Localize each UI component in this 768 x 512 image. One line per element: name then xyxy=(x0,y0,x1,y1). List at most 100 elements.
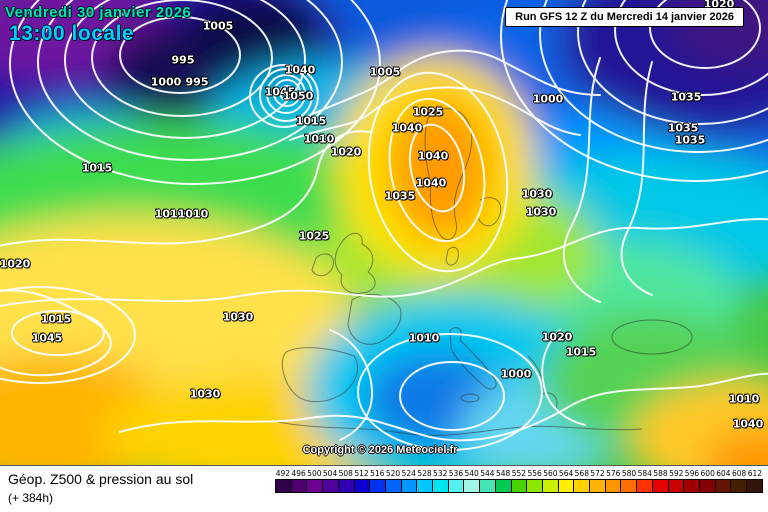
pressure-label: 1040 xyxy=(415,176,447,190)
pressure-label: 1025 xyxy=(412,105,444,119)
scale-value: 596 xyxy=(684,469,700,478)
scale-color-cell xyxy=(480,480,496,492)
scale-value: 584 xyxy=(637,469,652,478)
pressure-label: 1050 xyxy=(282,89,314,103)
pressure-label: 1040 xyxy=(391,121,423,135)
pressure-label-layer: 1005 995 1000 995 1040 1045 1050 1005 1015 1010 10… xyxy=(0,0,764,431)
scale-color-cell xyxy=(511,480,528,492)
map-title: Géop. Z500 & pression au sol xyxy=(8,471,194,487)
scale-value: 580 xyxy=(621,469,637,478)
pressure-label: 1010 xyxy=(154,207,186,221)
scale-value: 500 xyxy=(307,469,322,478)
scale-color-cell xyxy=(354,480,371,492)
pressure-label: 1045 xyxy=(31,331,63,345)
scale-color-cell xyxy=(307,480,324,492)
scale-value: 592 xyxy=(669,469,684,478)
scale-color-cell xyxy=(417,480,434,492)
scale-value: 524 xyxy=(401,469,416,478)
pressure-label: 1040 xyxy=(284,63,316,77)
color-scale: 492 496 500 504 508 512 516 520 524 528 532 536 540 5… xyxy=(275,469,763,493)
pressure-label: 1015 xyxy=(565,345,597,359)
pressure-label: 1040 xyxy=(732,417,764,431)
scale-value: 492 xyxy=(275,469,291,478)
scale-color-cell xyxy=(699,480,716,492)
pressure-label: 1030 xyxy=(189,387,221,401)
pressure-label: 1030 xyxy=(525,205,557,219)
scale-color-cell xyxy=(747,480,762,492)
scale-color-cell xyxy=(291,480,308,492)
pressure-label: 1035 xyxy=(667,121,699,135)
pressure-label: 1040 xyxy=(417,149,449,163)
scale-value: 504 xyxy=(322,469,338,478)
scale-value: 556 xyxy=(527,469,542,478)
scale-value: 496 xyxy=(291,469,306,478)
scale-color-cell xyxy=(464,480,481,492)
pressure-label: 995 xyxy=(171,53,195,67)
scale-value: 576 xyxy=(606,469,621,478)
scale-color-cell xyxy=(527,480,543,492)
scale-color-cell xyxy=(542,480,559,492)
pressure-label: 1000 xyxy=(150,75,182,89)
pressure-label: 1015 xyxy=(40,312,72,326)
scale-colors xyxy=(275,479,763,493)
pressure-label: 1010 xyxy=(303,132,335,146)
scale-color-cell xyxy=(731,480,748,492)
pressure-label: 1000 xyxy=(500,367,532,381)
pressure-label: 1020 xyxy=(541,330,573,344)
pressure-label: 1015 xyxy=(81,161,113,175)
scale-color-cell xyxy=(323,480,339,492)
run-info-box: Run GFS 12 Z du Mercredi 14 janvier 2026 xyxy=(505,7,744,27)
scale-value: 564 xyxy=(558,469,574,478)
scale-color-cell xyxy=(574,480,591,492)
scale-color-cell xyxy=(637,480,653,492)
pressure-label: 1005 xyxy=(202,19,234,33)
isobars xyxy=(0,0,768,451)
pressure-label: 1045 xyxy=(264,85,296,99)
scale-value: 520 xyxy=(385,469,401,478)
coastlines xyxy=(277,108,693,436)
pressure-label: 1010 xyxy=(177,207,209,221)
scale-color-cell xyxy=(370,480,386,492)
scale-value: 568 xyxy=(574,469,589,478)
scale-value: 512 xyxy=(354,469,369,478)
scale-color-cell xyxy=(652,480,669,492)
pressure-label: 1005 xyxy=(369,65,401,79)
scale-value: 540 xyxy=(464,469,479,478)
scale-color-cell xyxy=(684,480,700,492)
time-text: 13:00 locale xyxy=(9,22,135,45)
scale-value: 532 xyxy=(433,469,448,478)
scale-values: 492 496 500 504 508 512 516 520 524 528 532 536 540 5… xyxy=(275,469,763,479)
scale-color-cell xyxy=(605,480,622,492)
scale-value: 552 xyxy=(511,469,527,478)
scale-value: 508 xyxy=(338,469,353,478)
scale-value: 612 xyxy=(747,469,763,478)
scale-color-cell xyxy=(621,480,638,492)
weather-map: 1005 995 1000 995 1040 1045 1050 1005 1015 1010 10… xyxy=(0,0,768,465)
scale-color-cell xyxy=(715,480,732,492)
scale-value: 560 xyxy=(543,469,558,478)
scale-value: 544 xyxy=(480,469,495,478)
scale-color-cell xyxy=(338,480,355,492)
pressure-label: 1035 xyxy=(670,90,702,104)
weather-field-svg xyxy=(0,0,768,465)
scale-color-cell xyxy=(448,480,465,492)
scale-color-cell xyxy=(433,480,449,492)
scale-value: 548 xyxy=(495,469,511,478)
pressure-label: 1030 xyxy=(521,187,553,201)
pressure-label: 1015 xyxy=(295,114,327,128)
scale-color-cell xyxy=(401,480,418,492)
scale-value: 600 xyxy=(700,469,715,478)
pressure-label: 995 xyxy=(185,75,209,89)
scale-color-cell xyxy=(668,480,685,492)
pressure-label: 1020 xyxy=(330,145,362,159)
scale-color-cell xyxy=(385,480,402,492)
scale-color-cell xyxy=(558,480,575,492)
scale-value: 528 xyxy=(417,469,432,478)
scale-color-cell xyxy=(590,480,606,492)
pressure-label: 1000 xyxy=(532,92,564,106)
scale-value: 516 xyxy=(370,469,385,478)
copyright-text: Copyright © 2026 Meteociel.fr xyxy=(302,444,458,456)
scale-value: 588 xyxy=(653,469,668,478)
legend-bar: Géop. Z500 & pression au sol (+ 384h) 49… xyxy=(0,465,768,512)
